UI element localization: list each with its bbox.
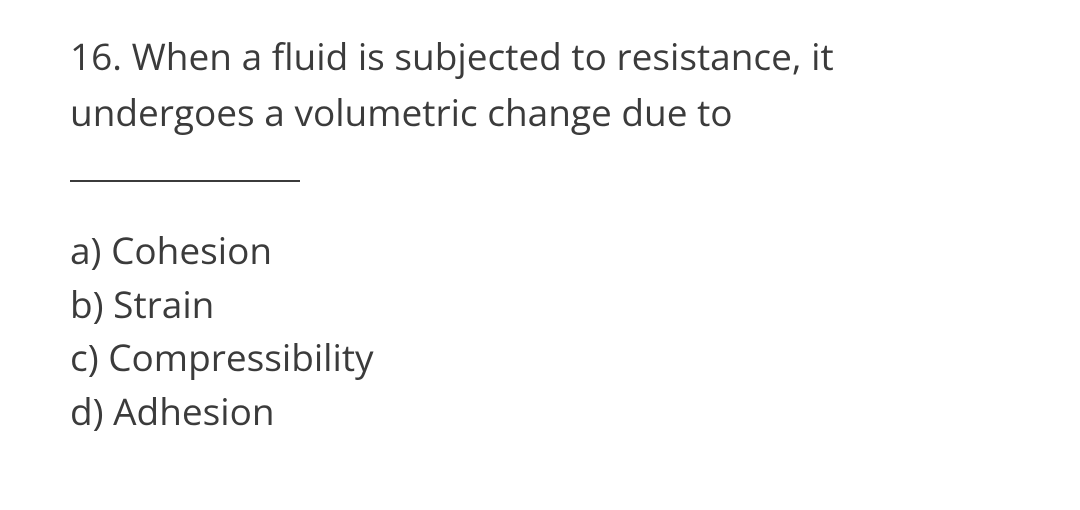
option-c[interactable]: c) Compressibility: [70, 330, 1010, 384]
option-a[interactable]: a) Cohesion: [70, 223, 1010, 277]
question-page: 16. When a fluid is subjected to resista…: [0, 0, 1080, 438]
option-b[interactable]: b) Strain: [70, 277, 1010, 331]
option-d[interactable]: d) Adhesion: [70, 384, 1010, 438]
question-line-2: undergoes a volumetric change due to: [70, 86, 733, 137]
question-line-1: 16. When a fluid is subjected to resista…: [70, 30, 834, 81]
question-stem: 16. When a fluid is subjected to resista…: [70, 28, 1010, 213]
answer-options: a) Cohesion b) Strain c) Compressibility…: [70, 223, 1010, 438]
fill-in-blank: [70, 139, 300, 182]
